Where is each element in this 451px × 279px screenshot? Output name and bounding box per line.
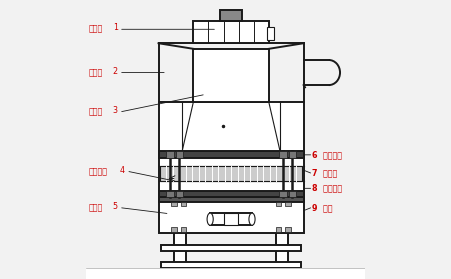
Bar [159,191,304,197]
Bar [285,227,291,232]
Bar [86,268,365,279]
Text: 1: 1 [113,23,118,32]
Bar [276,230,288,268]
Bar [285,202,291,206]
Bar [159,102,304,151]
Text: 2: 2 [113,67,118,76]
Bar [175,151,184,158]
Bar [221,10,242,21]
Bar [210,213,252,225]
Text: 5: 5 [113,202,118,211]
Polygon shape [193,49,269,102]
Bar [159,197,304,233]
Bar [160,166,302,181]
Text: 8  锁紧装置: 8 锁紧装置 [312,184,342,193]
Bar [171,227,177,232]
Bar [159,151,304,197]
Text: 卸料仓: 卸料仓 [89,203,103,212]
Bar [267,27,274,40]
Text: 中间仓: 中间仓 [89,107,103,116]
Bar [159,151,304,158]
Bar [175,191,184,197]
Bar [289,151,296,158]
Text: 9  螺栓: 9 螺栓 [312,203,332,212]
Bar [279,151,286,158]
Text: 锥形推阴: 锥形推阴 [89,167,108,176]
Bar [276,227,281,232]
Text: 6  振动电机: 6 振动电机 [312,150,342,159]
Bar [171,202,177,206]
Bar [181,202,186,206]
Text: 4: 4 [120,166,125,175]
Ellipse shape [207,213,213,225]
Text: 吸风器: 吸风器 [89,25,103,34]
Bar [159,197,304,202]
Bar [161,245,301,251]
Bar [279,191,286,197]
Bar [161,262,301,268]
Bar [174,230,186,268]
Bar [166,151,174,158]
Bar [193,21,269,43]
Bar [166,191,174,197]
Text: 3: 3 [113,106,118,115]
Bar [181,227,186,232]
Bar [224,213,238,225]
Bar [276,202,281,206]
Text: 上机壳: 上机壳 [89,68,103,77]
Text: 7  拨料板: 7 拨料板 [312,169,337,177]
Bar [289,191,296,197]
Ellipse shape [249,213,255,225]
